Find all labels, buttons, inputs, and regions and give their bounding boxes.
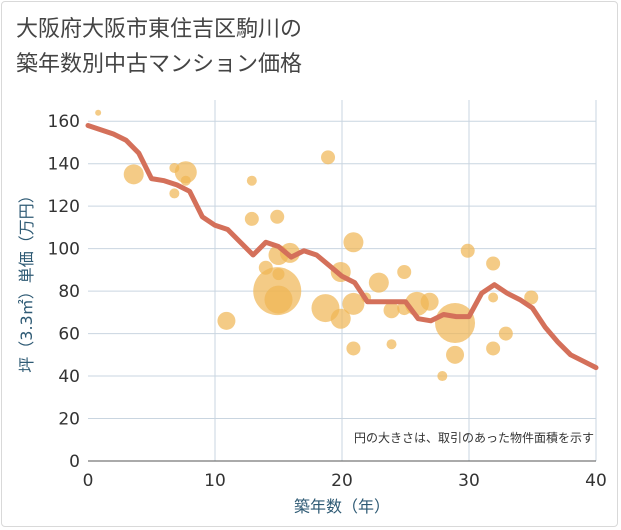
- y-tick-label: 80: [58, 282, 80, 302]
- bubble-series: [95, 109, 539, 382]
- data-bubble: [169, 188, 180, 199]
- grid: [88, 100, 597, 461]
- y-tick-label: 60: [58, 325, 80, 345]
- data-bubble: [346, 341, 361, 356]
- data-bubble: [174, 161, 197, 184]
- data-bubble: [246, 175, 257, 186]
- y-tick-label: 100: [48, 240, 80, 260]
- trend-line: [85, 123, 599, 371]
- data-bubble: [264, 285, 293, 314]
- data-bubble: [488, 292, 499, 303]
- data-bubble: [435, 302, 476, 343]
- chart-title-line2: 築年数別中古マンション価格: [16, 52, 303, 77]
- data-bubble: [217, 311, 236, 330]
- data-bubble: [486, 341, 501, 356]
- y-tick-label: 20: [58, 410, 80, 430]
- x-tick-labels: 0 10 20 30 40: [83, 471, 607, 491]
- data-bubble: [397, 265, 412, 280]
- y-tick-label: 120: [48, 197, 80, 217]
- y-axis-title: 坪（3.3㎡）単価（万円）: [17, 187, 36, 372]
- data-bubble: [321, 150, 336, 165]
- data-bubble: [270, 209, 285, 224]
- data-bubble: [446, 345, 465, 364]
- y-tick-label: 0: [69, 452, 80, 472]
- data-bubble: [368, 272, 389, 293]
- x-tick-label: 0: [83, 471, 94, 491]
- data-bubble: [460, 243, 475, 258]
- x-tick-label: 20: [331, 471, 353, 491]
- data-bubble: [498, 326, 513, 341]
- y-tick-label: 160: [48, 112, 80, 132]
- x-tick-label: 30: [458, 471, 480, 491]
- chart-title-line1: 大阪府大阪市東住吉区駒川の: [16, 17, 303, 42]
- data-bubble: [383, 302, 400, 319]
- data-bubble: [437, 371, 448, 382]
- data-bubble: [486, 256, 501, 271]
- x-axis-title: 築年数（年）: [294, 497, 390, 516]
- data-bubble: [123, 164, 144, 185]
- y-tick-labels: 0 20 40 60 80 100 120 140 160: [48, 112, 80, 472]
- chart-title: 大阪府大阪市東住吉区駒川の 築年数別中古マンション価格: [16, 12, 302, 82]
- y-tick-label: 40: [58, 367, 80, 387]
- data-bubble: [343, 232, 364, 253]
- x-tick-label: 40: [585, 471, 607, 491]
- data-bubble: [180, 175, 191, 186]
- x-tick-label: 10: [204, 471, 226, 491]
- data-bubble: [342, 292, 365, 315]
- y-tick-label: 140: [48, 155, 80, 175]
- data-bubble: [244, 211, 259, 226]
- size-note: 円の大きさは、取引のあった物件面積を示す: [354, 430, 594, 445]
- data-bubble: [95, 109, 102, 116]
- data-bubble: [386, 339, 397, 350]
- data-bubble: [524, 290, 539, 305]
- data-bubble: [330, 308, 351, 329]
- data-bubble: [420, 292, 439, 311]
